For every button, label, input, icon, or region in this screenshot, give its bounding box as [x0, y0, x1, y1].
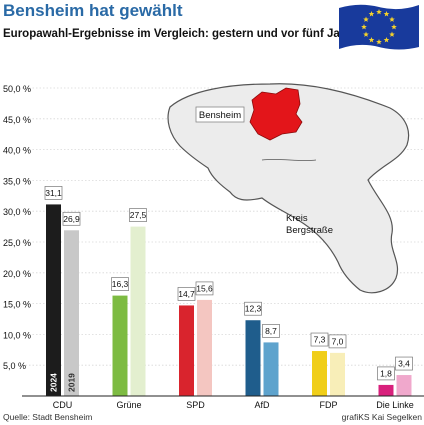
- value-label: 15,6: [196, 283, 213, 293]
- y-tick-label: 35,0 %: [3, 176, 31, 186]
- x-tick-label: AfD: [254, 400, 270, 410]
- x-tick-label: FDP: [320, 400, 338, 410]
- bar-spd-2024: [179, 305, 194, 396]
- flag-star-icon: [383, 36, 390, 43]
- y-tick-label: 45,0 %: [3, 115, 31, 125]
- district-label-line2: Bergstraße: [286, 225, 333, 236]
- bar-die-linke-2019: [396, 375, 412, 396]
- district-map-inner-line: [261, 159, 317, 161]
- x-tick-label: Die Linke: [376, 400, 414, 410]
- bar-afd-2019: [263, 342, 279, 396]
- eu-flag-icon: [339, 4, 419, 50]
- value-label-box: [328, 334, 347, 349]
- y-tick-label: 40,0 %: [3, 146, 31, 156]
- value-label: 8,7: [265, 326, 277, 336]
- value-label: 12,3: [245, 304, 262, 314]
- value-label: 3,4: [398, 359, 410, 369]
- flag-star-icon: [389, 16, 395, 22]
- flag-star-icon: [368, 11, 375, 17]
- graphic-credit: grafiKS Kai Segelken: [341, 412, 422, 422]
- x-axis: CDU Grüne SPD AfD FDP Die Linke: [22, 395, 424, 410]
- district-map-shape: [167, 83, 410, 294]
- x-tick-label: SPD: [186, 400, 205, 410]
- bars: [46, 204, 412, 396]
- bar-grüne-2019: [130, 226, 146, 396]
- value-label: 14,7: [178, 289, 195, 299]
- y-tick-label: 30,0 %: [3, 207, 31, 217]
- bar-fdp-2019: [330, 352, 345, 396]
- value-label: 7,3: [314, 335, 326, 345]
- value-label: 7,0: [332, 336, 344, 346]
- flag-star-icon: [376, 9, 382, 15]
- source-note: Quelle: Stadt Bensheim: [3, 412, 93, 422]
- value-label-box: [44, 186, 63, 200]
- bar-fdp-2024: [312, 351, 327, 396]
- value-label-box: [177, 287, 196, 301]
- flag-star-icon: [361, 24, 367, 30]
- value-label: 1,8: [380, 368, 392, 378]
- y-tick-label: 20,0 %: [3, 269, 31, 279]
- flag-star-icon: [389, 31, 395, 37]
- district-map: Bensheim Kreis Bergstraße: [167, 83, 410, 294]
- value-label-box: [244, 301, 262, 316]
- page-subtitle: Europawahl-Ergebnisse im Vergleich: gest…: [3, 28, 365, 40]
- y-tick-label: 50,0 %: [3, 84, 31, 94]
- value-label-box: [377, 366, 395, 381]
- flag-star-icon: [368, 36, 375, 43]
- y-tick-label: 5,0 %: [3, 361, 26, 371]
- y-tick-label: 10,0 %: [3, 330, 31, 340]
- bar-die-linke-2024: [378, 384, 394, 396]
- y-tick-label: 25,0 %: [3, 238, 31, 248]
- flag-star-icon: [376, 39, 382, 45]
- bar-afd-2024: [245, 320, 261, 396]
- x-tick-label: CDU: [53, 400, 73, 410]
- flag-star-icon: [363, 16, 369, 22]
- bar-spd-2019: [197, 299, 212, 396]
- district-label-line1: Kreis: [286, 213, 308, 224]
- value-label-box: [262, 324, 280, 338]
- value-labels: 31,1 2024 26,9 2019 16,3 27,5 14,715,6 12,3 8,7 7…: [44, 186, 413, 392]
- value-label-box: [129, 208, 147, 222]
- bensheim-area: [249, 87, 303, 141]
- series-legend-label: 2019: [67, 373, 77, 392]
- value-label-box: [62, 211, 81, 226]
- flag-star-icon: [383, 11, 390, 17]
- value-label: 31,1: [45, 188, 62, 198]
- series-legend-label: 2024: [49, 373, 59, 392]
- city-label: Bensheim: [199, 110, 241, 121]
- flag-star-icon: [391, 24, 397, 30]
- y-tick-label: 15,0 %: [3, 300, 31, 310]
- value-label: 16,3: [112, 279, 129, 289]
- bar-grüne-2024: [112, 295, 128, 396]
- value-label: 26,9: [63, 214, 80, 224]
- value-label-box: [111, 277, 129, 291]
- x-tick-label: Grüne: [116, 400, 141, 410]
- value-label-box: [195, 281, 214, 296]
- value-label: 27,5: [130, 210, 147, 220]
- value-label-box: [310, 332, 329, 347]
- value-label-box: [395, 356, 413, 371]
- city-label-box: [195, 106, 245, 123]
- flag-star-icon: [363, 31, 369, 37]
- bar-cdu-2024: [46, 204, 61, 396]
- page-title: Bensheim hat gewählt: [3, 1, 183, 20]
- bar-cdu-2019: [64, 230, 79, 396]
